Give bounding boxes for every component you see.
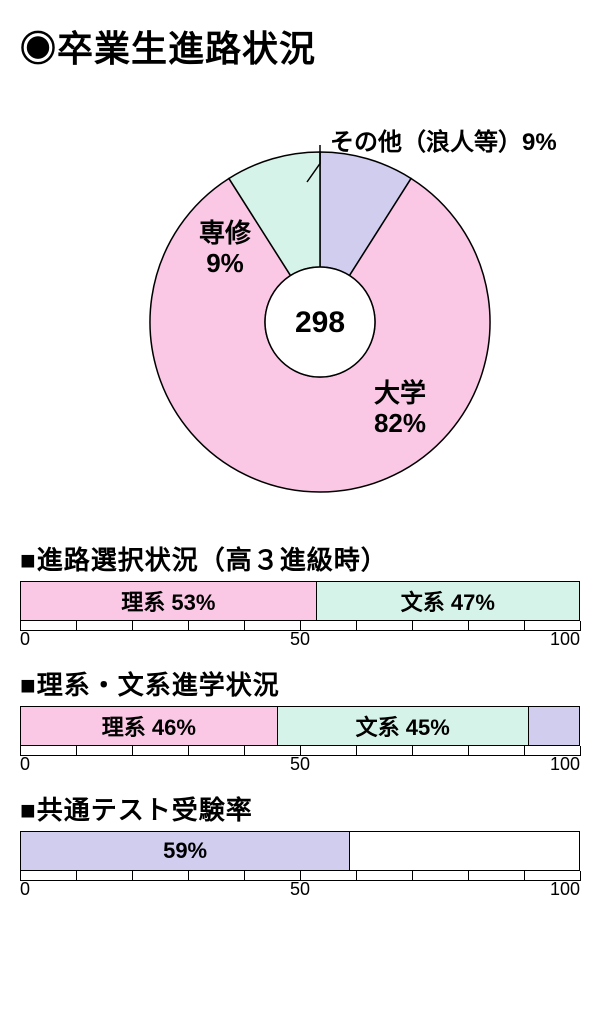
- axis-tick: [524, 621, 525, 631]
- axis-tick: [132, 871, 133, 881]
- axis-tick-label: 50: [290, 754, 310, 775]
- axis-tick-label: 0: [20, 629, 30, 650]
- hbar-segment: 文系 47%: [317, 582, 579, 620]
- axis-tick: [524, 746, 525, 756]
- hbar: 理系 53%文系 47%: [20, 581, 580, 621]
- axis-tick: [580, 746, 581, 756]
- axis-tick: [132, 746, 133, 756]
- donut-slice-label: 大学: [374, 378, 426, 408]
- callout-other: その他（浪人等）9%: [330, 122, 557, 157]
- axis-tick-label: 100: [550, 879, 580, 900]
- hbar-title: ■共通テスト受験率: [20, 790, 582, 827]
- axis-tick: [244, 746, 245, 756]
- page-title: ◉卒業生進路状況: [20, 20, 582, 72]
- axis-tick-label: 0: [20, 754, 30, 775]
- hbar-axis: 0 50 100: [20, 621, 580, 647]
- hbar-segment: 理系 53%: [21, 582, 317, 620]
- donut-slice-label: 専修: [199, 218, 252, 248]
- donut-center-value: 298: [295, 306, 345, 339]
- axis-tick: [356, 621, 357, 631]
- hbar-title: ■理系・文系進学状況: [20, 665, 582, 702]
- hbar-axis: 0 50 100: [20, 871, 580, 897]
- axis-tick: [356, 746, 357, 756]
- axis-tick: [412, 621, 413, 631]
- axis-tick: [188, 871, 189, 881]
- axis-tick: [132, 621, 133, 631]
- hbar-section: ■理系・文系進学状況理系 46%文系 45% 0 50 100: [20, 665, 582, 772]
- axis-tick: [76, 746, 77, 756]
- donut-chart: 298 大学82% 専修9% その他（浪人等）9%: [20, 82, 582, 522]
- axis-tick: [188, 746, 189, 756]
- axis-tick-label: 0: [20, 879, 30, 900]
- axis-tick: [188, 621, 189, 631]
- hbar-segment: 理系 46%: [21, 707, 278, 745]
- hbar: 59%: [20, 831, 580, 871]
- hbar-axis: 0 50 100: [20, 746, 580, 772]
- hbar-section: ■共通テスト受験率 59% 0 50 100: [20, 790, 582, 897]
- axis-tick: [580, 621, 581, 631]
- hbar-segment: [350, 832, 579, 870]
- axis-tick: [580, 871, 581, 881]
- axis-tick: [468, 746, 469, 756]
- axis-tick-label: 50: [290, 879, 310, 900]
- hbar: 理系 46%文系 45%: [20, 706, 580, 746]
- axis-tick-label: 50: [290, 629, 310, 650]
- axis-tick: [76, 621, 77, 631]
- donut-slice-percent: 9%: [206, 248, 244, 278]
- axis-tick-label: 100: [550, 754, 580, 775]
- axis-tick: [356, 871, 357, 881]
- axis-tick: [412, 746, 413, 756]
- axis-tick: [524, 871, 525, 881]
- axis-tick-label: 100: [550, 629, 580, 650]
- axis-tick: [468, 871, 469, 881]
- hbar-segment: 文系 45%: [278, 707, 529, 745]
- axis-tick: [244, 871, 245, 881]
- hbar-title: ■進路選択状況（高３進級時）: [20, 540, 582, 577]
- hbar-segment: 59%: [21, 832, 350, 870]
- hbar-section: ■進路選択状況（高３進級時） 理系 53%文系 47% 0 50 100: [20, 540, 582, 647]
- axis-tick: [76, 871, 77, 881]
- axis-tick: [468, 621, 469, 631]
- axis-tick: [412, 871, 413, 881]
- hbar-segment: [529, 707, 579, 745]
- donut-slice-percent: 82%: [374, 408, 426, 438]
- axis-tick: [244, 621, 245, 631]
